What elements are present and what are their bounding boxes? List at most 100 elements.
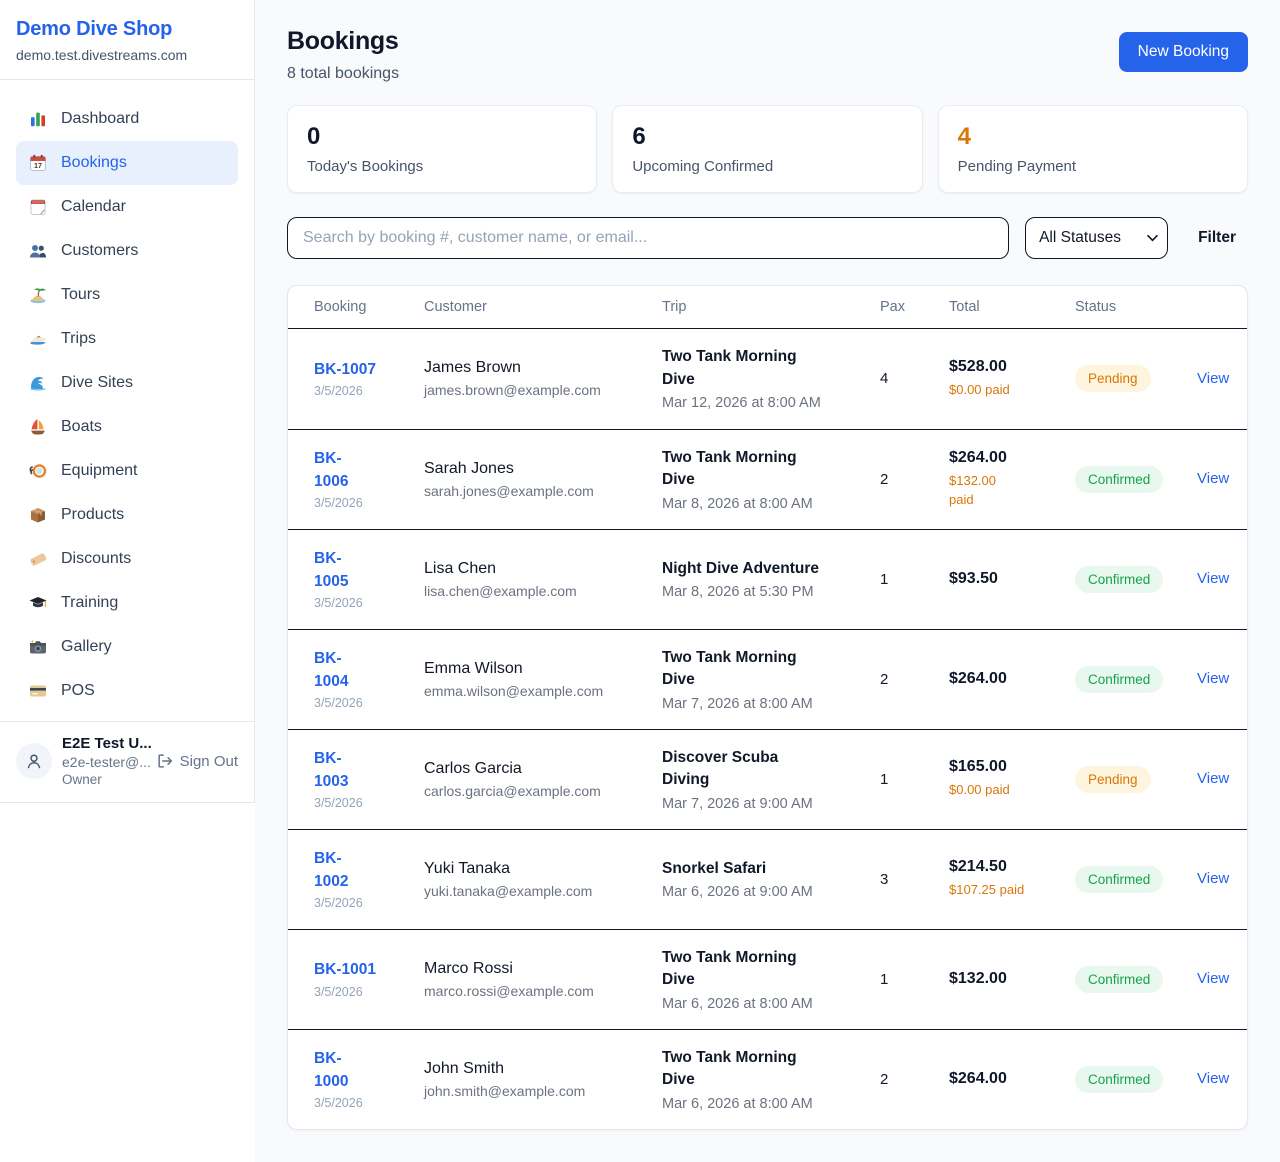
table-row: BK- 1004 3/5/2026 Emma Wilson emma.wilson@… [288, 628, 1247, 729]
customer-email: marco.rossi@example.com [424, 982, 594, 999]
pax-count: 1 [880, 570, 889, 588]
sidebar-item-label: Boats [61, 418, 102, 435]
filter-button[interactable]: Filter [1186, 221, 1248, 255]
sidebar-item-pos[interactable]: POS [16, 669, 238, 713]
sidebar-item-equipment[interactable]: Equipment [16, 449, 238, 493]
trip-datetime: Mar 6, 2026 at 9:00 AM [662, 884, 813, 901]
sidebar-item-label: Equipment [61, 462, 138, 479]
booking-link[interactable]: BK-1001 [314, 961, 377, 979]
customers-icon [28, 241, 48, 261]
column-header-pax: Pax [880, 298, 905, 315]
pax-count: 3 [880, 870, 889, 888]
tours-icon [28, 285, 48, 305]
new-booking-button[interactable]: New Booking [1118, 32, 1248, 72]
bookings-table: Booking Customer Trip Pax Total Status B… [287, 284, 1248, 1130]
view-link[interactable]: View [1197, 870, 1230, 888]
sidebar-item-tours[interactable]: Tours [16, 273, 238, 317]
trip-datetime: Mar 8, 2026 at 5:30 PM [662, 584, 814, 601]
sidebar-item-discounts[interactable]: Discounts [16, 537, 238, 581]
booking-link[interactable]: BK- 1002 [314, 850, 349, 890]
sign-out-label: Sign Out [179, 752, 238, 770]
customer-email: lisa.chen@example.com [424, 582, 577, 599]
view-link[interactable]: View [1197, 670, 1230, 688]
table-row: BK- 1003 3/5/2026 Carlos Garcia carlos.gar… [288, 728, 1247, 829]
trip-name: Two Tank Morning Dive [662, 648, 797, 689]
status-badge: Confirmed [1075, 865, 1164, 893]
sidebar-item-customers[interactable]: Customers [16, 229, 238, 273]
paid-amount: $107.25 paid [949, 882, 1025, 898]
pax-count: 2 [880, 470, 889, 488]
sidebar-item-label: Trips [61, 330, 96, 347]
sidebar-item-label: Gallery [61, 638, 112, 655]
booking-date: 3/5/2026 [314, 796, 363, 811]
page-header: Bookings 8 total bookings New Booking [287, 27, 1248, 83]
sidebar-item-label: Calendar [61, 198, 126, 215]
sidebar-item-products[interactable]: Products [16, 493, 238, 537]
search-input[interactable] [287, 216, 1010, 259]
page-subtitle: 8 total bookings [287, 65, 400, 82]
gallery-icon [28, 637, 48, 657]
customer-name: John Smith [424, 1059, 505, 1077]
view-link[interactable]: View [1197, 970, 1230, 988]
booking-link[interactable]: BK- 1005 [314, 550, 349, 590]
total-amount: $528.00 [949, 357, 1007, 375]
status-badge: Confirmed [1075, 665, 1164, 693]
stat-card-pending-payment: 4 Pending Payment [937, 105, 1248, 193]
sidebar-item-dive-sites[interactable]: Dive Sites [16, 361, 238, 405]
table-header-row: Booking Customer Trip Pax Total Status [288, 286, 1247, 329]
stat-value: 0 [307, 123, 321, 150]
filter-bar: All Statuses Filter [287, 216, 1248, 259]
sidebar-item-gallery[interactable]: Gallery [16, 625, 238, 669]
boats-icon [28, 417, 48, 437]
sidebar-item-boats[interactable]: Boats [16, 405, 238, 449]
status-badge: Confirmed [1075, 965, 1164, 993]
view-link[interactable]: View [1197, 470, 1230, 488]
customer-email: yuki.tanaka@example.com [424, 882, 593, 899]
status-select-control[interactable]: All Statuses [1025, 216, 1169, 259]
stats-row: 0 Today's Bookings 6 Upcoming Confirmed … [287, 105, 1248, 193]
view-link[interactable]: View [1197, 770, 1230, 788]
sidebar-item-dashboard[interactable]: Dashboard [16, 97, 238, 141]
sidebar-item-trips[interactable]: Trips [16, 317, 238, 361]
stat-label: Today's Bookings [307, 157, 424, 175]
sign-out-button[interactable]: Sign Out [156, 752, 238, 770]
customer-name: Lisa Chen [424, 559, 497, 577]
booking-link[interactable]: BK- 1004 [314, 650, 349, 690]
customer-name: Marco Rossi [424, 959, 513, 977]
table-row: BK-1007 3/5/2026 James Brown james.brown@e… [288, 329, 1247, 429]
column-header-total: Total [949, 298, 980, 315]
stat-value: 6 [632, 123, 646, 150]
page-title: Bookings [287, 27, 399, 55]
view-link[interactable]: View [1197, 1070, 1230, 1088]
sidebar-user-section: E2E Test U... e2e-tester@... Owner Sign … [0, 721, 254, 802]
sidebar-item-label: Customers [61, 242, 139, 259]
customer-email: john.smith@example.com [424, 1082, 586, 1099]
booking-link[interactable]: BK- 1006 [314, 450, 349, 490]
trip-datetime: Mar 6, 2026 at 8:00 AM [662, 1095, 813, 1112]
view-link[interactable]: View [1197, 570, 1230, 588]
trip-datetime: Mar 6, 2026 at 8:00 AM [662, 995, 813, 1012]
sidebar-item-label: Tours [61, 286, 101, 303]
status-badge: Confirmed [1075, 465, 1164, 493]
booking-link[interactable]: BK- 1000 [314, 1050, 349, 1090]
paid-amount: $0.00 paid [949, 381, 1010, 397]
stat-card-todays-bookings: 0 Today's Bookings [287, 105, 598, 193]
view-link[interactable]: View [1197, 369, 1230, 387]
trip-name: Snorkel Safari [662, 859, 767, 877]
training-icon [28, 593, 48, 613]
sidebar-header: Demo Dive Shop demo.test.divestreams.com [0, 0, 254, 80]
booking-date: 3/5/2026 [314, 384, 363, 399]
booking-date: 3/5/2026 [314, 696, 363, 711]
booking-link[interactable]: BK-1007 [314, 360, 377, 378]
sidebar-item-bookings[interactable]: 17 Bookings [16, 141, 238, 185]
column-header-customer: Customer [424, 298, 487, 315]
booking-link[interactable]: BK- 1003 [314, 750, 349, 790]
customer-email: sarah.jones@example.com [424, 482, 594, 499]
products-icon [28, 505, 48, 525]
status-select[interactable]: All Statuses [1025, 216, 1169, 259]
status-badge: Pending [1075, 765, 1151, 793]
status-badge: Pending [1075, 365, 1151, 393]
customer-name: Emma Wilson [424, 659, 523, 677]
sidebar-item-calendar[interactable]: Calendar [16, 185, 238, 229]
sidebar-item-training[interactable]: Training [16, 581, 238, 625]
